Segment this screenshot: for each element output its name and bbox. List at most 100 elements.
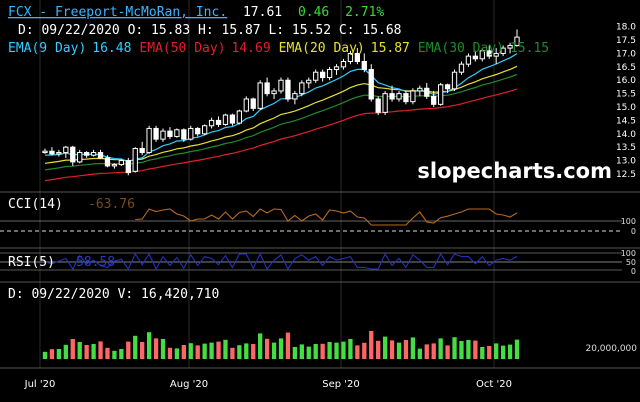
- candle: [410, 90, 416, 103]
- rsi-label: RSI(5): [8, 255, 55, 270]
- volume-bar: [480, 347, 485, 359]
- candle: [188, 127, 194, 140]
- candle: [431, 95, 437, 105]
- candle: [347, 52, 354, 62]
- volume-bar: [84, 345, 89, 359]
- candle: [278, 79, 284, 92]
- price-tick-label: 13.0: [616, 157, 636, 167]
- candle: [340, 60, 347, 68]
- candle: [181, 129, 187, 140]
- candle: [437, 84, 444, 105]
- candles: [42, 29, 520, 176]
- volume-bar: [376, 340, 381, 359]
- volume-bar: [313, 344, 318, 359]
- candle: [111, 164, 118, 167]
- price-tick-label: 15.0: [616, 103, 636, 113]
- ema-legend-label: EMA(50 Day): [139, 41, 225, 56]
- candle: [229, 114, 236, 124]
- volume-bar: [382, 336, 388, 359]
- volume-bar: [292, 347, 298, 359]
- volume-bar: [500, 345, 506, 359]
- candle: [271, 90, 277, 95]
- cci-line: [135, 208, 518, 226]
- volume-bar: [396, 342, 402, 359]
- volume-bar: [160, 339, 166, 359]
- date-tick-label: Sep '20: [322, 379, 360, 390]
- candle: [160, 130, 166, 140]
- candle: [49, 150, 55, 155]
- candle: [201, 125, 208, 135]
- ema-legend-value: 14.69: [232, 41, 271, 56]
- volume-bar: [153, 338, 159, 359]
- candle: [417, 87, 423, 92]
- candle: [458, 63, 465, 73]
- ema-legend-label: EMA(9 Day): [8, 41, 86, 56]
- candle: [333, 66, 340, 71]
- volume-bar: [389, 340, 395, 359]
- volume-bar: [77, 342, 82, 359]
- volume-bar: [133, 335, 138, 359]
- volume-bar: [188, 343, 193, 359]
- price-tick-label: 16.0: [616, 76, 636, 86]
- volume-bar: [473, 340, 478, 359]
- date-tick-label: Aug '20: [170, 379, 208, 390]
- volume-bar: [237, 345, 242, 359]
- volume-bar: [112, 350, 117, 359]
- ema-legend-value: 15.87: [371, 41, 410, 56]
- candle: [299, 82, 305, 95]
- volume-bar: [271, 342, 277, 359]
- ohlc-readout: D: 09/22/2020 O: 15.83 H: 15.87 L: 15.52…: [18, 23, 402, 38]
- candle: [368, 69, 374, 100]
- volume-bar: [91, 344, 96, 359]
- candle: [97, 152, 104, 159]
- price-tick-label: 18.0: [616, 23, 636, 33]
- candle: [139, 148, 145, 154]
- candle: [83, 152, 90, 156]
- candle: [292, 93, 298, 100]
- rsi-line: [44, 252, 518, 271]
- volume-bar: [251, 344, 256, 359]
- price-change-pct: 2.71%: [345, 5, 384, 20]
- volume-bar: [355, 345, 360, 359]
- volume-bar: [438, 338, 443, 359]
- candle: [243, 98, 249, 112]
- volume-bar: [126, 341, 131, 359]
- volume-bar: [348, 339, 353, 359]
- candle: [42, 150, 48, 154]
- candle: [264, 82, 270, 95]
- volume-bar: [452, 337, 457, 359]
- volume-bar: [507, 344, 513, 359]
- candle: [70, 146, 76, 163]
- candle: [174, 129, 180, 137]
- candle: [493, 52, 499, 57]
- volume-bar: [514, 339, 520, 359]
- candle: [389, 93, 395, 100]
- candle: [132, 148, 138, 172]
- rsi-value: 58.58: [76, 255, 115, 270]
- volume-bar: [56, 349, 62, 359]
- candle: [236, 110, 243, 124]
- volume-bar: [230, 347, 235, 359]
- last-price: 17.61: [243, 5, 282, 20]
- price-tick-label: 14.5: [616, 116, 636, 126]
- volume-bar: [223, 339, 228, 359]
- candle: [472, 55, 479, 60]
- candle: [167, 130, 173, 137]
- candle: [326, 69, 333, 79]
- price-tick-label: 14.0: [616, 130, 636, 140]
- candle: [451, 71, 458, 90]
- volume-bar: [216, 341, 221, 359]
- volume-bar: [334, 342, 339, 359]
- candle: [313, 71, 319, 81]
- price-tick-label: 13.5: [616, 143, 636, 153]
- ticker-title[interactable]: FCX - Freeport-McMoRan, Inc.: [8, 5, 227, 20]
- rsi-tick-label: 50: [626, 258, 636, 267]
- volume-bar: [424, 344, 429, 359]
- volume-bar: [494, 343, 499, 359]
- volume-bar: [202, 343, 207, 359]
- volume-bar: [264, 338, 270, 359]
- candle: [222, 114, 229, 125]
- candle: [382, 93, 388, 113]
- date-tick-label: Oct '20: [476, 379, 512, 390]
- candle: [375, 98, 381, 113]
